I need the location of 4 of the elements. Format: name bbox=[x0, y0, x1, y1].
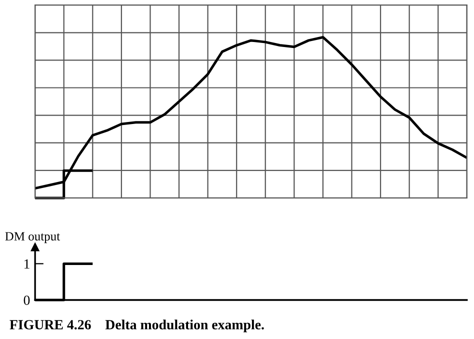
y-tick-label: 1 bbox=[24, 259, 30, 269]
y-axis-title: DM output bbox=[5, 232, 60, 244]
caption: FIGURE 4.26 Delta modulation example. bbox=[10, 320, 264, 332]
y-tick-label: 0 bbox=[24, 296, 30, 305]
